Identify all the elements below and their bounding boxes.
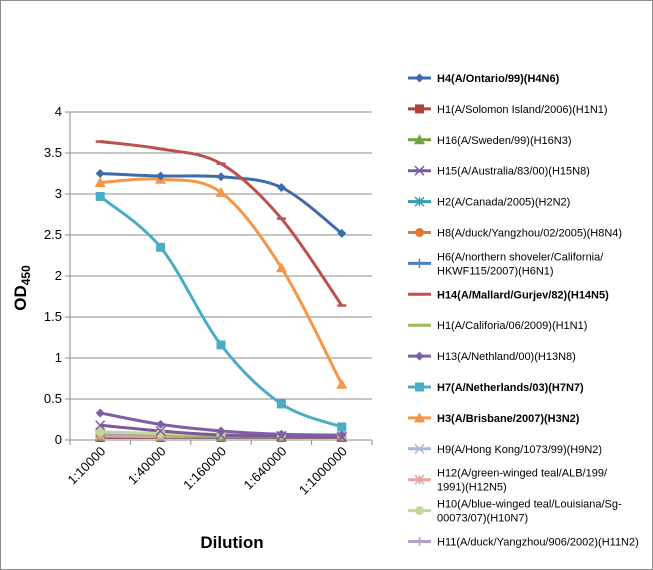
x-tick-label: 1:1000000 — [296, 444, 350, 498]
series-line — [100, 177, 344, 385]
data-point — [215, 186, 227, 197]
data-point — [337, 228, 347, 238]
legend-label: H3(A/Brisbane/2007)(H3N2) — [437, 413, 580, 425]
legend-entry: H6(A/northern shoveler/California/HKWF11… — [408, 251, 604, 277]
legend-swatch-marker — [414, 443, 425, 454]
legend-label: H8(A/duck/Yangzhou/02/2005)(H8N4) — [437, 228, 622, 240]
legend-entry: H15(A/Australia/83/00)(H15N8) — [408, 165, 590, 178]
data-point — [216, 426, 226, 436]
legend-entry: H7(A/Netherlands/03)(H7N7) — [408, 382, 584, 394]
data-point — [95, 408, 105, 418]
data-point — [156, 242, 166, 252]
y-tick-label: 2.5 — [44, 227, 62, 242]
legend-label: H11(A/duck/Yangzhou/906/2002)(H11N2) — [437, 537, 639, 549]
legend-label: H4(A/Ontario/99)(H4N6) — [437, 73, 560, 85]
data-point — [276, 399, 286, 409]
legend: H4(A/Ontario/99)(H4N6) H1(A/Solomon Islan… — [408, 73, 639, 549]
y-tick-label: 3 — [55, 186, 62, 201]
legend-entry: H11(A/duck/Yangzhou/906/2002)(H11N2) — [408, 537, 639, 549]
legend-swatch-marker — [415, 351, 424, 361]
data-point — [95, 191, 105, 201]
y-axis-title-subscript: 450 — [19, 265, 33, 285]
series-lines — [99, 140, 344, 440]
legend-label: H1(A/Califoria/06/2009)(H1N1) — [437, 320, 587, 332]
x-tick-label: 1:10000 — [64, 444, 108, 488]
legend-swatch-marker — [415, 104, 424, 114]
legend-entry: H4(A/Ontario/99)(H4N6) — [408, 73, 560, 85]
y-tick-label: 1 — [55, 350, 62, 365]
legend-swatch-marker — [415, 73, 424, 83]
legend-label: H14(A/Mallard/Gurjev/82)(H14N5) — [437, 289, 609, 301]
data-point — [95, 427, 105, 437]
legend-label: H7(A/Netherlands/03)(H7N7) — [437, 382, 584, 394]
legend-label: H15(A/Australia/83/00)(H15N8) — [437, 166, 590, 178]
legend-label: H10(A/blue-winged teal/Louisiana/Sg-0007… — [437, 499, 622, 525]
legend-label: H2(A/Canada/2005)(H2N2) — [437, 197, 570, 209]
legend-swatch-marker — [415, 258, 424, 268]
legend-entry: H13(A/Nethland/00)(H13N8) — [408, 351, 576, 363]
data-point — [95, 169, 105, 178]
y-tick-labels: 0 0.5 1 1.5 2 2.5 3 3.5 4 — [44, 104, 62, 447]
legend-swatch-marker — [415, 228, 424, 237]
legend-label: H16(A/Sweden/99)(H16N3) — [437, 135, 572, 147]
y-tick-label: 1.5 — [44, 309, 62, 324]
gridlines — [70, 111, 372, 441]
x-tick-label: 1:160000 — [180, 444, 229, 493]
legend-label: H12(A/green-winged teal/ALB/199/1991)(H1… — [437, 468, 608, 494]
legend-swatch-marker — [414, 412, 425, 423]
y-tick-label: 0.5 — [44, 391, 62, 406]
legend-entry: H1(A/Califoria/06/2009)(H1N1) — [408, 320, 587, 332]
legend-swatch-marker — [415, 506, 424, 516]
legend-entry: H1(A/Solomon Island/2006)(H1N1) — [408, 104, 608, 116]
data-point — [337, 430, 347, 440]
legend-entry: H14(A/Mallard/Gurjev/82)(H14N5) — [408, 289, 609, 301]
data-point — [276, 429, 286, 439]
data-point — [337, 422, 347, 432]
x-tick-labels: 1:10000 1:40000 1:160000 1:640000 1:1000000 — [64, 444, 349, 498]
y-axis-title: OD450 — [11, 265, 33, 311]
legend-label: H6(A/northern shoveler/California/HKWF11… — [437, 251, 604, 277]
legend-entry: H2(A/Canada/2005)(H2N2) — [408, 196, 570, 209]
legend-entry: H16(A/Sweden/99)(H16N3) — [408, 134, 572, 147]
data-point — [94, 177, 106, 188]
data-point — [275, 262, 287, 273]
legend-label: H9(A/Hong Kong/1073/99)(H9N2) — [437, 444, 602, 456]
data-point — [156, 419, 166, 429]
data-point — [216, 340, 226, 350]
y-tick-label: 3.5 — [44, 145, 62, 160]
data-point — [155, 425, 166, 437]
x-tick-label: 1:40000 — [125, 444, 169, 488]
data-point — [276, 182, 286, 192]
series-line — [100, 140, 344, 307]
x-axis-title: Dilution — [200, 533, 263, 552]
legend-label: H13(A/Nethland/00)(H13N8) — [437, 351, 576, 363]
legend-entry: H12(A/green-winged teal/ALB/199/1991)(H1… — [408, 468, 608, 494]
legend-entry: H9(A/Hong Kong/1073/99)(H9N2) — [408, 443, 602, 456]
x-tick-label: 1:640000 — [241, 444, 290, 493]
data-point — [336, 378, 348, 389]
legend-swatch-marker — [415, 382, 424, 392]
legend-swatch-marker — [414, 196, 425, 207]
data-point — [216, 172, 226, 182]
legend-swatch-marker — [415, 537, 424, 546]
y-tick-label: 0 — [55, 432, 62, 447]
legend-swatch-marker — [414, 134, 425, 145]
data-point — [95, 420, 106, 431]
data-point — [156, 428, 166, 438]
y-axis-title-main: OD — [11, 285, 30, 311]
legend-swatch-marker — [414, 165, 425, 176]
y-tick-label: 2 — [55, 268, 62, 283]
series-markers — [94, 140, 348, 443]
legend-entry: H3(A/Brisbane/2007)(H3N2) — [408, 412, 580, 425]
data-point — [156, 171, 166, 181]
legend-entry: H10(A/blue-winged teal/Louisiana/Sg-0007… — [408, 499, 622, 525]
legend-label: H1(A/Solomon Island/2006)(H1N1) — [437, 104, 608, 116]
legend-swatch-marker — [414, 474, 425, 485]
legend-entry: H8(A/duck/Yangzhou/02/2005)(H8N4) — [408, 228, 622, 240]
y-tick-label: 4 — [55, 104, 62, 119]
